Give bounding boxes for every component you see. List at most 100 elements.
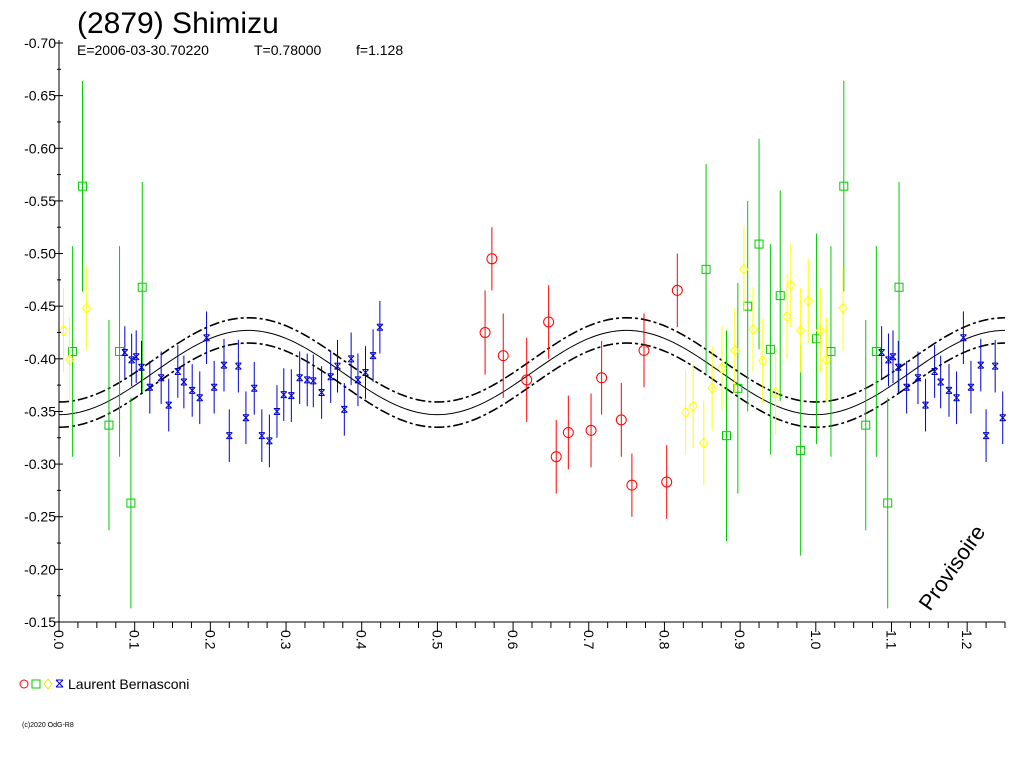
data-point-cross [362, 369, 369, 377]
data-point-square [796, 445, 806, 455]
x-tick-label: 0.0 [51, 630, 67, 650]
data-point-square [721, 431, 731, 441]
copyright-text: (c)2020 OdG-R8 [22, 722, 74, 729]
axes: -0.70 -0.65 -0.60 -0.55 -0.50 -0.45 -0.40 -0.35… [24, 35, 1006, 650]
data-point-cross [878, 349, 885, 357]
data-point-cross [931, 367, 938, 375]
fit-curve [58, 316, 1006, 429]
data-point-circle [497, 350, 509, 362]
legend-circle-marker [19, 679, 29, 689]
data-point-cross [180, 378, 188, 386]
data-point-cross [894, 363, 902, 371]
data-point-square [826, 346, 836, 356]
data-point-cross [999, 414, 1007, 422]
data-point-diamond [771, 386, 781, 399]
data-point-square [839, 181, 849, 191]
x-tick-label: 1.2 [959, 630, 975, 650]
x-tick-label: 0.9 [732, 630, 748, 650]
data-point-cross [203, 334, 210, 342]
data-points [58, 80, 1007, 609]
data-point-cross [354, 376, 362, 384]
data-point-cross [369, 352, 377, 360]
data-point-diamond [796, 324, 806, 337]
data-point-diamond [699, 437, 709, 449]
data-point-cross [885, 356, 892, 364]
watermark-text: Provisoire [914, 520, 991, 614]
data-point-circle [626, 479, 638, 491]
x-tick-label: 0.1 [127, 630, 143, 650]
data-point-cross [296, 374, 304, 382]
data-point-cross [889, 353, 897, 361]
y-tick-label: -0.60 [24, 140, 56, 156]
chart-title: (2879) Shimizu [77, 7, 279, 40]
data-point-cross [967, 383, 975, 391]
y-tick-label: -0.15 [24, 614, 56, 630]
data-point-cross [960, 334, 967, 342]
x-tick-label: 0.4 [354, 630, 370, 650]
data-point-square [861, 420, 871, 430]
data-point-circle [486, 253, 498, 265]
y-tick-label: -0.25 [24, 509, 56, 525]
data-point-diamond [821, 354, 832, 366]
y-tick-label: -0.30 [24, 456, 56, 472]
y-tick-label: -0.55 [24, 193, 56, 209]
data-point-diamond [782, 310, 792, 323]
data-point-circle [585, 424, 597, 436]
data-point-cross [953, 394, 960, 402]
f-label: f=1.128 [356, 42, 403, 58]
data-point-diamond [815, 324, 825, 337]
data-point-cross [982, 432, 990, 440]
x-tick-label: 0.6 [505, 630, 521, 650]
data-point-cross [977, 361, 985, 369]
data-point-cross [196, 394, 204, 402]
x-tick-label: 1.0 [808, 630, 824, 650]
data-point-square [77, 181, 87, 191]
data-point-cross [225, 432, 233, 440]
data-point-cross [903, 383, 910, 391]
data-point-cross [250, 384, 258, 392]
y-tick-label: -0.45 [24, 298, 56, 314]
data-point-diamond [707, 382, 717, 395]
data-point-circle [615, 414, 627, 426]
data-point-cross [138, 363, 145, 371]
data-point-diamond [717, 362, 727, 375]
fit-curve-center [58, 329, 1006, 416]
data-point-cross [235, 362, 242, 370]
data-point-cross [174, 367, 182, 375]
data-point-circle [661, 476, 673, 488]
data-point-cross [121, 349, 129, 357]
data-point-cross [266, 437, 273, 445]
data-point-cross [347, 355, 355, 363]
x-tick-label: 1.1 [883, 630, 899, 650]
data-point-cross [376, 323, 384, 331]
legend-label: Laurent Bernasconi [68, 676, 189, 692]
data-point-square [701, 264, 711, 274]
legend: Laurent Bernasconi [19, 676, 189, 692]
x-tick-label: 0.2 [202, 630, 218, 650]
data-point-circle [521, 374, 533, 386]
data-point-circle [596, 372, 608, 384]
y-tick-label: -0.50 [24, 246, 56, 262]
data-point-square [775, 291, 785, 301]
data-point-cross [188, 386, 196, 394]
data-point-cross [128, 356, 136, 364]
data-point-square [733, 383, 743, 393]
data-point-cross [273, 407, 281, 415]
data-point-cross [242, 414, 250, 422]
data-point-square [68, 346, 78, 356]
data-point-circle [479, 327, 491, 338]
y-tick-label: -0.65 [24, 88, 56, 104]
data-point-diamond [58, 324, 69, 337]
data-point-cross [303, 376, 311, 384]
fit-curve-upper [58, 316, 1006, 403]
epoch-label: E=2006-03-30.70220 [77, 42, 209, 58]
x-tick-label: 0.3 [278, 630, 294, 650]
data-point-diamond [838, 302, 848, 315]
legend-diamond-marker [43, 678, 53, 690]
legend-cross-marker [55, 679, 64, 688]
legend-square-marker [31, 679, 41, 689]
data-point-diamond [680, 406, 691, 419]
data-point-cross [210, 383, 218, 391]
data-point-diamond [758, 355, 768, 367]
